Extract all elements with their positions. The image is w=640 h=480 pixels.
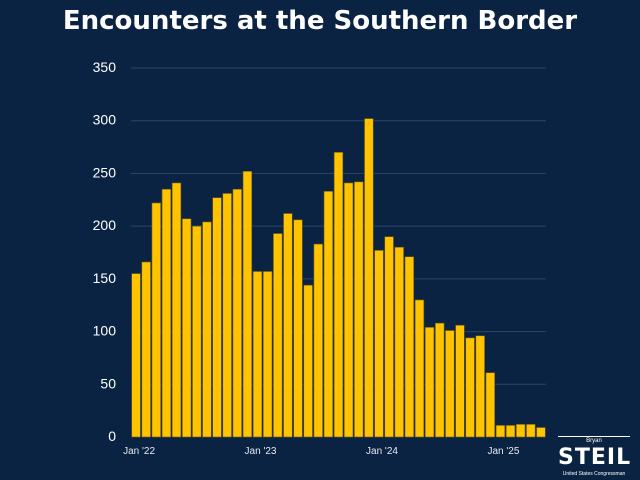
bar (333, 152, 344, 438)
x-tick-label: Jan '22 (123, 446, 155, 457)
bar (424, 327, 435, 438)
logo-name: STEIL (558, 445, 632, 470)
bar (313, 243, 323, 438)
x-tick-label: Jan '24 (366, 446, 398, 457)
bar (343, 182, 354, 438)
y-tick-label: 300 (93, 112, 117, 128)
bar (151, 202, 161, 438)
bar (212, 197, 222, 438)
chart-title: Encounters at the Southern Border (62, 6, 578, 36)
bar (202, 221, 212, 438)
bar (323, 191, 334, 438)
bar (283, 213, 293, 438)
logo-top-text: Bryan (558, 436, 630, 445)
bar (141, 261, 151, 438)
logo-subtitle: United States Congressman (562, 471, 626, 477)
bar (242, 171, 253, 438)
bar (374, 250, 384, 438)
bar (252, 271, 263, 438)
bar (465, 337, 475, 438)
bar (222, 193, 232, 438)
bar (262, 271, 273, 438)
bar (445, 330, 455, 438)
y-tick-label: 100 (93, 323, 117, 339)
y-tick-label: 200 (93, 217, 117, 233)
bar (404, 256, 415, 438)
bar (485, 372, 495, 438)
bar (455, 324, 465, 438)
bar (414, 299, 425, 438)
y-tick-label: 150 (93, 270, 117, 286)
bar (182, 218, 192, 438)
y-tick-label: 350 (93, 59, 117, 75)
bar (171, 182, 182, 438)
bar (526, 424, 536, 438)
bar (435, 322, 445, 438)
bar (475, 335, 485, 438)
bar (303, 284, 313, 438)
y-tick-label: 50 (100, 375, 116, 391)
bar (192, 225, 202, 438)
bar (131, 273, 141, 438)
bar (384, 236, 394, 438)
bar (536, 427, 546, 438)
y-tick-label: 250 (93, 164, 117, 180)
bar (364, 118, 374, 438)
bar (293, 219, 303, 438)
x-tick-label: Jan '23 (245, 446, 277, 457)
bar (161, 188, 172, 438)
bar (394, 246, 404, 438)
x-tick-label: Jan '25 (487, 446, 519, 457)
steil-logo: Bryan STEIL United States Congressman (558, 436, 630, 478)
y-tick-label: 0 (108, 428, 116, 444)
bar (354, 181, 364, 438)
bar (232, 188, 242, 438)
bar (495, 425, 506, 438)
bar (273, 233, 283, 438)
bar (516, 424, 526, 438)
bar (505, 425, 516, 438)
